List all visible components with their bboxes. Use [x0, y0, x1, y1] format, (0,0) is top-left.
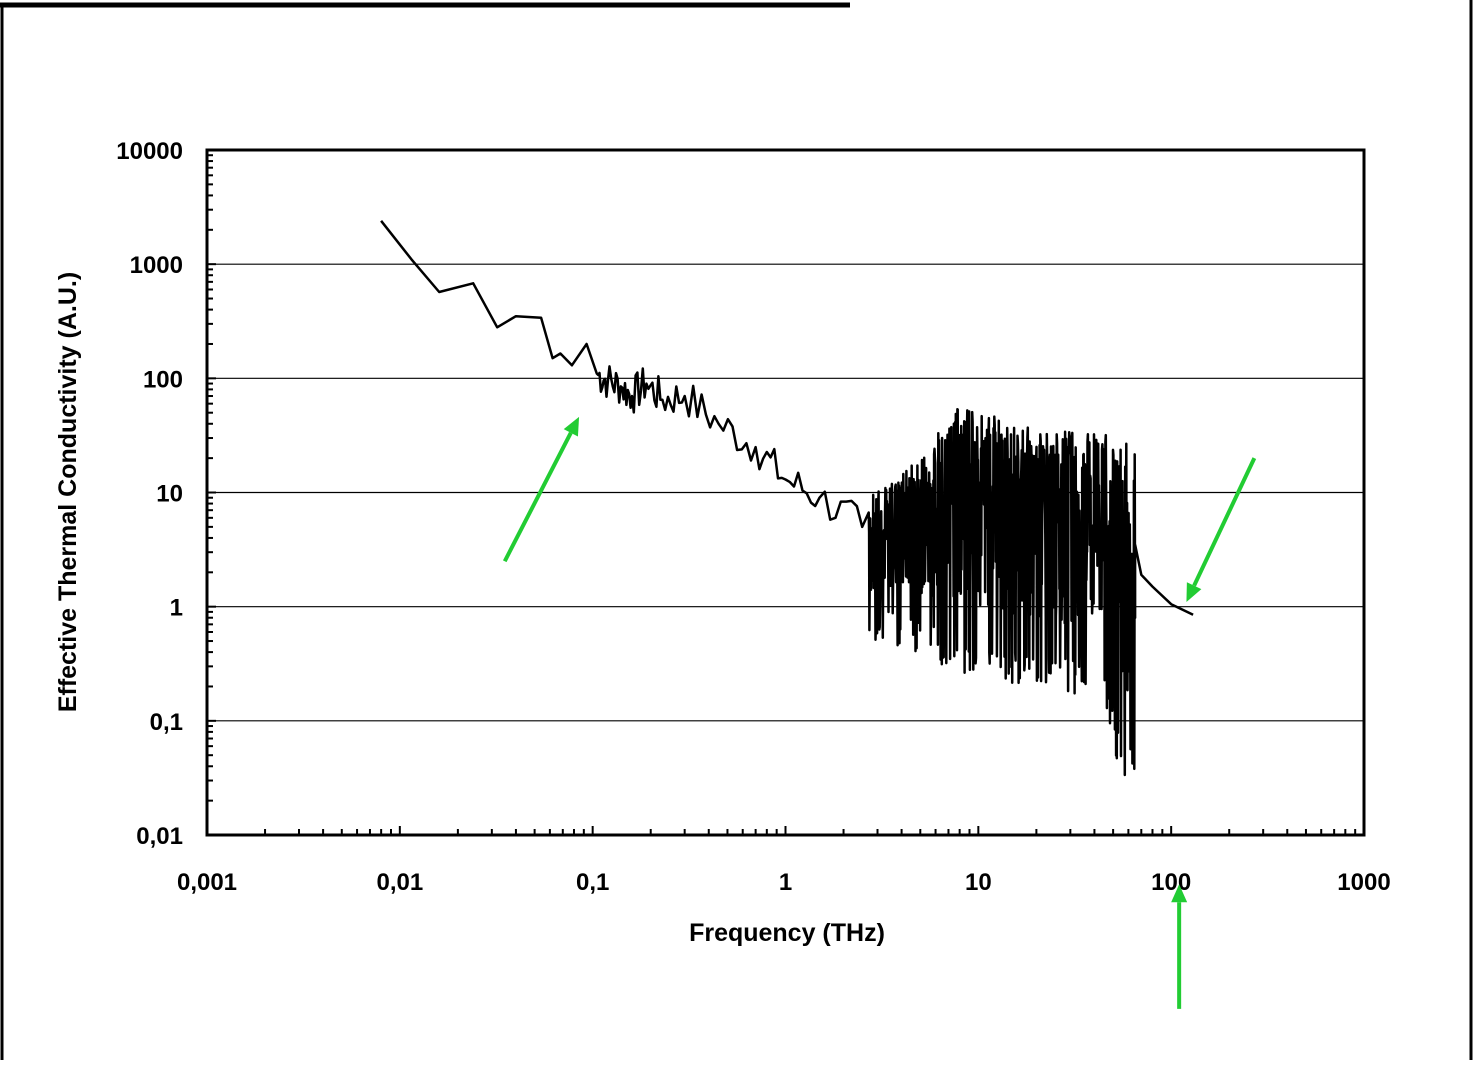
y-tick-label: 10 — [156, 481, 183, 508]
y-tick-label: 1 — [170, 595, 183, 622]
y-axis-title: Effective Thermal Conductivity (A.U.) — [54, 272, 82, 712]
x-axis-title: Frequency (THz) — [689, 919, 885, 947]
annotation-arrows — [502, 416, 1257, 1009]
annotation-arrow — [502, 416, 580, 563]
gridlines — [207, 263, 1364, 722]
annotation-arrow — [1186, 457, 1257, 602]
x-tick-label: 10 — [965, 869, 992, 896]
x-tick-label: 0,1 — [576, 869, 609, 896]
x-tick-label: 0,01 — [376, 869, 423, 896]
y-axis-tick-labels: 10000 1000 100 10 1 0,1 0,01 — [116, 138, 183, 850]
y-tick-label: 0,01 — [136, 823, 183, 850]
y-tick-label: 10000 — [116, 138, 183, 165]
y-tick-label: 100 — [143, 366, 183, 393]
x-axis-tick-labels: 0,001 0,01 0,1 1 10 100 1000 — [177, 869, 1391, 896]
annotation-arrow — [1171, 884, 1188, 1009]
x-tick-label: 1 — [779, 869, 792, 896]
x-tick-label: 1000 — [1337, 869, 1390, 896]
minor-ticks — [206, 154, 1357, 836]
y-tick-label: 0,1 — [150, 709, 183, 736]
plot-area-border — [205, 148, 1366, 837]
y-tick-label: 1000 — [130, 252, 183, 279]
x-tick-label: 0,001 — [177, 869, 237, 896]
data-series-line — [380, 220, 1194, 777]
x-tick-label: 100 — [1151, 869, 1191, 896]
